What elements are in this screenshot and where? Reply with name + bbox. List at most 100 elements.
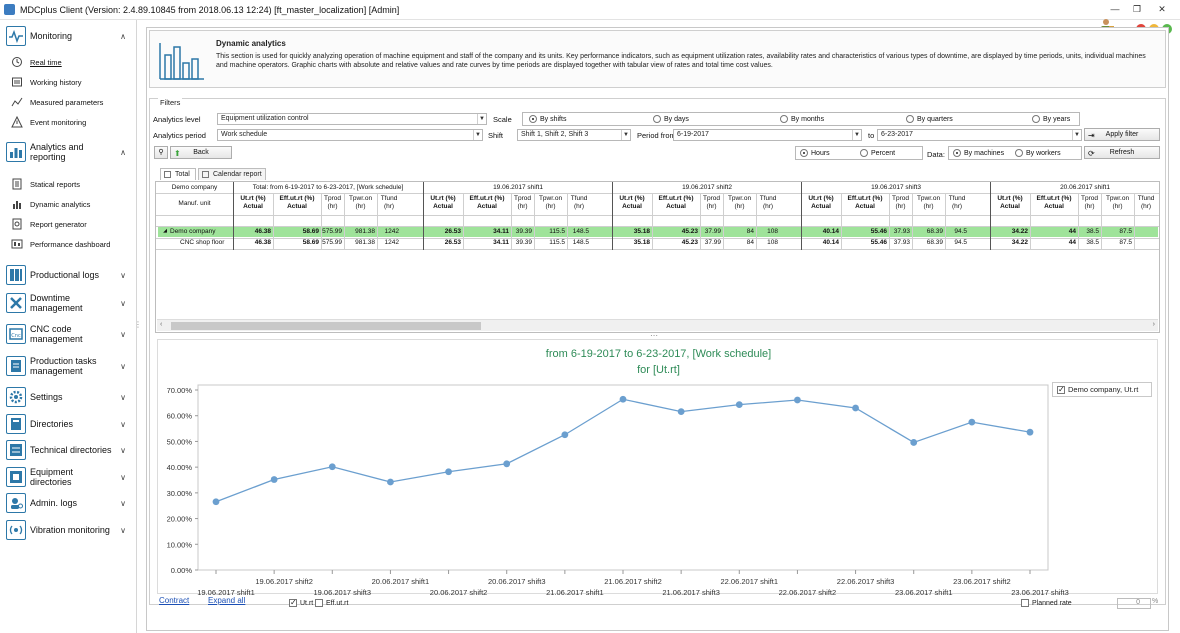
by-workers-radio[interactable]: By workers <box>1015 149 1061 157</box>
sidebar-item-statical-reports[interactable]: Statical reports <box>10 178 130 190</box>
chevron-down-icon[interactable]: ∨ <box>120 525 126 535</box>
chevron-down-icon[interactable]: ∨ <box>120 270 126 280</box>
refresh-button[interactable]: ⟳ Refresh <box>1084 146 1160 159</box>
chevron-down-icon[interactable]: ∨ <box>120 419 126 429</box>
scale-by-days-radio[interactable]: By days <box>653 115 689 123</box>
by-machines-radio[interactable]: By machines <box>953 149 1004 157</box>
sidebar-group-analytics[interactable]: Analytics and reporting ∧ <box>6 142 132 162</box>
sidebar-item-real-time[interactable]: Real time <box>10 56 130 68</box>
analytics-level-select[interactable]: Equipment utilization control ▼ <box>217 113 487 125</box>
column-header: Ut.rt (%) Actual <box>619 195 645 210</box>
sidebar-group-equipment-directories[interactable]: Equipment directories ∨ <box>6 467 132 487</box>
expand-all-link[interactable]: Expand all <box>208 596 246 605</box>
y-tick-label: 50.00% <box>167 437 193 446</box>
sidebar-group-production-tasks[interactable]: Production tasks management ∨ <box>6 356 132 376</box>
scale-by-quarters-radio[interactable]: By quarters <box>906 115 953 123</box>
sidebar-item-measured-parameters[interactable]: Measured parameters <box>10 96 130 108</box>
chevron-up-icon[interactable]: ∧ <box>120 31 126 41</box>
sidebar-group-vibration[interactable]: Vibration monitoring ∨ <box>6 520 132 540</box>
sidebar-group-settings[interactable]: Settings ∨ <box>6 387 132 407</box>
sidebar-item-dynamic-analytics[interactable]: Dynamic analytics <box>10 198 130 210</box>
table-cell: 40.14 <box>822 228 839 235</box>
column-header: Tfund (hr) <box>948 195 966 210</box>
group-header: 19.06.2017 shift3 <box>871 184 921 191</box>
sidebar-item-working-history[interactable]: Working history <box>10 76 130 88</box>
tab-total[interactable]: Total <box>160 168 196 180</box>
eff-ut-rt-checkbox[interactable]: Eff.ut.rt <box>311 599 348 607</box>
table-cell: 46.38 <box>254 239 271 246</box>
data-grid[interactable]: Demo company Manuf. unit Total: from 6-1… <box>155 181 1160 333</box>
column-separator <box>912 193 913 250</box>
scroll-left-icon[interactable]: ‹ <box>160 321 163 328</box>
hours-radio[interactable]: Hours <box>800 149 830 157</box>
pin-button[interactable]: ⚲ <box>154 146 168 159</box>
x-tick-label: 22.06.2017 shift1 <box>721 577 779 586</box>
chevron-down-icon[interactable]: ∨ <box>120 329 126 339</box>
expand-row-icon[interactable]: ◢ <box>163 228 167 234</box>
chevron-down-icon[interactable]: ∨ <box>120 472 126 482</box>
sidebar-group-technical-directories[interactable]: Technical directories ∨ <box>6 440 132 460</box>
chevron-down-icon[interactable]: ∨ <box>120 298 126 308</box>
tab-calendar-report[interactable]: Calendar report <box>198 168 266 180</box>
scale-by-months-radio[interactable]: By months <box>780 115 824 123</box>
chevron-up-icon[interactable]: ∧ <box>120 147 126 157</box>
panel-resize-grip[interactable]: ⋯ <box>650 331 658 340</box>
period-to-input[interactable]: 6-23-2017 ▼ <box>877 129 1082 141</box>
history-icon <box>10 76 24 88</box>
ut-rt-checkbox[interactable]: Ut.rt <box>285 598 313 607</box>
chevron-down-icon[interactable]: ∨ <box>120 498 126 508</box>
table-row-name[interactable]: CNC shop floor <box>180 239 225 246</box>
chevron-down-icon[interactable]: ∨ <box>120 361 126 371</box>
warning-icon <box>10 116 24 128</box>
back-button[interactable]: ⬆ Back <box>170 146 232 159</box>
data-radio-group: By machines By workers <box>948 146 1082 160</box>
sidebar-group-admin-logs[interactable]: Admin. logs ∨ <box>6 493 132 513</box>
x-tick-label: 21.06.2017 shift2 <box>604 577 662 586</box>
table-cell: 45.23 <box>681 239 698 246</box>
close-button[interactable]: ✕ <box>1158 4 1166 14</box>
column-separator <box>1030 193 1031 250</box>
planned-rate-checkbox[interactable]: Planned rate <box>1017 599 1072 607</box>
x-tick-label: 22.06.2017 shift3 <box>837 577 895 586</box>
scroll-right-icon[interactable]: › <box>1152 321 1155 328</box>
sidebar-group-downtime[interactable]: Downtime management ∨ <box>6 293 132 313</box>
chevron-down-icon[interactable]: ∨ <box>120 445 126 455</box>
shift-select[interactable]: Shift 1, Shift 2, Shift 3 ▼ <box>517 129 631 141</box>
scroll-thumb[interactable] <box>171 322 481 330</box>
column-separator <box>511 193 512 250</box>
apply-filter-button[interactable]: ⇥ Apply filter <box>1084 128 1160 141</box>
equipment-directory-icon <box>6 467 26 487</box>
group-header: 20.06.2017 shift1 <box>1060 184 1110 191</box>
table-cell: 35.18 <box>633 228 650 235</box>
column-header: Tfund (hr) <box>759 195 777 210</box>
sidebar-group-cnc-code[interactable]: Cnc CNC code management ∨ <box>6 324 132 344</box>
x-tick-label: 19.06.2017 shift3 <box>314 588 372 595</box>
legend-series-label: Demo company, Ut.rt <box>1068 385 1139 394</box>
restore-button[interactable]: ❐ <box>1132 4 1142 14</box>
sidebar-group-directories[interactable]: Directories ∨ <box>6 414 132 434</box>
horizontal-scrollbar[interactable]: ‹ › <box>157 319 1158 331</box>
sidebar-item-performance-dashboard[interactable]: Performance dashboard <box>10 238 130 250</box>
percent-radio[interactable]: Percent <box>860 149 895 157</box>
scale-by-shifts-radio[interactable]: By shifts <box>529 115 566 123</box>
period-from-input[interactable]: 6-19-2017 ▼ <box>673 129 862 141</box>
sidebar-group-monitoring[interactable]: Monitoring ∧ <box>6 26 132 46</box>
planned-rate-spinner[interactable]: 0 <box>1117 598 1151 609</box>
sidebar-group-productional-logs[interactable]: Productional logs ∨ <box>6 265 132 285</box>
sidebar-item-report-generator[interactable]: Report generator <box>10 218 130 230</box>
x-tick-label: 19.06.2017 shift2 <box>255 577 313 586</box>
sidebar-item-event-monitoring[interactable]: Event monitoring <box>10 116 130 128</box>
minimize-button[interactable]: — <box>1110 4 1120 14</box>
legend-checkbox[interactable] <box>1057 385 1065 394</box>
data-point <box>328 463 336 471</box>
line-chart[interactable]: 0.00% 10.00% 20.00% 30.00% 40.00% 50.00% 60.00… <box>158 340 1159 595</box>
sidebar-splitter[interactable]: ⋮ <box>134 320 142 329</box>
table-cell: 84 <box>746 239 754 246</box>
group-separator <box>612 182 613 250</box>
scale-by-years-radio[interactable]: By years <box>1032 115 1070 123</box>
analytics-period-select[interactable]: Work schedule ▼ <box>217 129 483 141</box>
contract-link[interactable]: Contract <box>159 596 190 605</box>
chevron-down-icon[interactable]: ∨ <box>120 392 126 402</box>
table-row-name[interactable]: Demo company <box>170 228 216 235</box>
table-cell: 37.99 <box>704 228 721 235</box>
